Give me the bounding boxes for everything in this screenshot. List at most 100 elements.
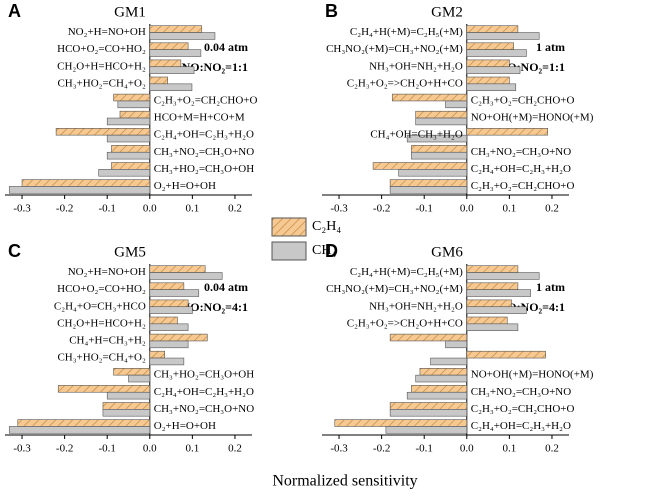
bar bbox=[98, 169, 151, 177]
bar bbox=[406, 391, 468, 400]
bar bbox=[398, 169, 468, 177]
category-label: NO+OH(+M)=HONO(+M) bbox=[471, 369, 594, 381]
category-label: NH₃+OH=NH₂+H₂O bbox=[369, 300, 463, 312]
bar bbox=[149, 282, 185, 290]
bar bbox=[372, 162, 468, 170]
bar bbox=[466, 299, 512, 308]
x-tick-label: 0.1 bbox=[503, 443, 517, 455]
bar bbox=[149, 59, 182, 68]
panel-label: B bbox=[325, 1, 338, 21]
bar bbox=[149, 25, 203, 33]
bar bbox=[106, 117, 151, 126]
bar bbox=[389, 186, 468, 194]
category-label: CH₃+NO₂=CH₃O+NO bbox=[471, 386, 571, 398]
category-label: NO₂+H=NO+OH bbox=[68, 26, 146, 38]
x-tick-label: 0.1 bbox=[503, 203, 517, 215]
category-label: HCO+M=H+CO+M bbox=[154, 112, 245, 124]
category-label: C₂H₃+O₂=CH₂CHO+O bbox=[471, 403, 575, 415]
legend-label: CH₄ bbox=[312, 243, 336, 258]
bar bbox=[149, 357, 185, 366]
category-label: CH₃NO₂(+M)=CH₃+NO₂(+M) bbox=[326, 43, 463, 55]
panel-title: GM1 bbox=[114, 4, 146, 20]
legend-swatch bbox=[271, 217, 307, 237]
bar bbox=[466, 49, 527, 57]
bar bbox=[149, 289, 200, 297]
x-axis-label: Normalized sensitivity bbox=[272, 473, 417, 490]
x-tick-label: 0.2 bbox=[228, 443, 242, 455]
bar bbox=[389, 333, 468, 342]
category-label: NH₃+OH=NH₂+H₂O bbox=[369, 60, 463, 72]
bar bbox=[415, 117, 468, 126]
bar bbox=[411, 145, 468, 153]
bar bbox=[445, 100, 468, 109]
bar bbox=[406, 134, 468, 143]
bar bbox=[113, 368, 151, 376]
bar bbox=[149, 350, 165, 359]
bar bbox=[411, 151, 468, 160]
bar bbox=[466, 350, 546, 359]
bar bbox=[415, 374, 468, 383]
x-tick-label: -0.2 bbox=[373, 203, 390, 215]
bar bbox=[385, 426, 468, 434]
bar bbox=[466, 316, 508, 325]
x-tick-label: 0.1 bbox=[186, 203, 200, 215]
bar bbox=[106, 151, 151, 160]
x-tick-label: -0.1 bbox=[98, 203, 115, 215]
bar bbox=[149, 49, 202, 57]
bar bbox=[466, 272, 540, 280]
category-label: C₂H₃+O₂=>CH₂O+H+CO bbox=[347, 317, 463, 329]
bar bbox=[466, 76, 510, 85]
bar bbox=[149, 306, 193, 314]
bar bbox=[391, 93, 468, 102]
x-tick-label: -0.3 bbox=[330, 443, 348, 455]
category-label: CH₂O+H=HCO+H₂ bbox=[57, 60, 146, 72]
category-label: HCO+O₂=CO+HO₂ bbox=[57, 283, 146, 295]
bar bbox=[389, 402, 468, 410]
bar bbox=[466, 289, 531, 297]
bar bbox=[149, 66, 195, 74]
bar bbox=[102, 402, 151, 410]
category-label: CH₃+HO₂=CH₃O+OH bbox=[154, 369, 254, 381]
category-label: O₂+H=O+OH bbox=[154, 420, 216, 432]
panel-label: D bbox=[325, 241, 338, 261]
bar bbox=[106, 391, 151, 400]
category-label: CH₃+NO₂=CH₃O+NO bbox=[471, 146, 571, 158]
bar bbox=[113, 93, 151, 102]
x-tick-label: 0.0 bbox=[143, 203, 157, 215]
bar bbox=[149, 76, 168, 85]
bar bbox=[466, 42, 514, 50]
x-tick-label: -0.1 bbox=[98, 443, 115, 455]
bar bbox=[149, 32, 216, 40]
category-label: C₂H₃+O₂=CH₂CHO+O bbox=[471, 94, 575, 106]
bar bbox=[102, 409, 151, 417]
category-label: C₂H₃+O₂=>CH₂O+H+CO bbox=[347, 77, 463, 89]
bar bbox=[149, 42, 189, 50]
category-label: C₂H₄+H(+M)=C₂H₅(+M) bbox=[350, 26, 463, 38]
category-label: C₂H₄+O=CH₃+HCO bbox=[54, 300, 146, 312]
bar bbox=[334, 419, 468, 427]
category-label: CH₄+H=CH₃+H₂ bbox=[69, 334, 146, 346]
category-label: CH₃+HO₂=CH₄+O₂ bbox=[57, 77, 146, 89]
annotation: 1 atm bbox=[536, 280, 565, 294]
x-tick-label: -0.1 bbox=[415, 443, 432, 455]
x-tick-label: -0.1 bbox=[415, 203, 432, 215]
x-tick-label: 0.0 bbox=[460, 203, 474, 215]
bar bbox=[17, 419, 151, 427]
bar bbox=[8, 186, 151, 194]
bar bbox=[8, 426, 151, 434]
bar bbox=[117, 100, 151, 109]
bar bbox=[149, 323, 189, 331]
category-label: CH₄+OH=CH₃+H₂O bbox=[370, 129, 463, 141]
bar bbox=[466, 128, 549, 136]
category-label: O₂+H=O+OH bbox=[154, 180, 216, 192]
bar bbox=[149, 265, 206, 273]
x-tick-label: -0.2 bbox=[56, 203, 73, 215]
panel-title: GM6 bbox=[431, 244, 463, 260]
bar bbox=[430, 357, 468, 366]
bar bbox=[466, 66, 521, 74]
annotation: 1 atm bbox=[536, 40, 565, 54]
bar bbox=[389, 179, 468, 187]
x-tick-label: 0.2 bbox=[545, 443, 559, 455]
x-tick-label: 0.2 bbox=[228, 203, 242, 215]
bar bbox=[415, 110, 468, 119]
